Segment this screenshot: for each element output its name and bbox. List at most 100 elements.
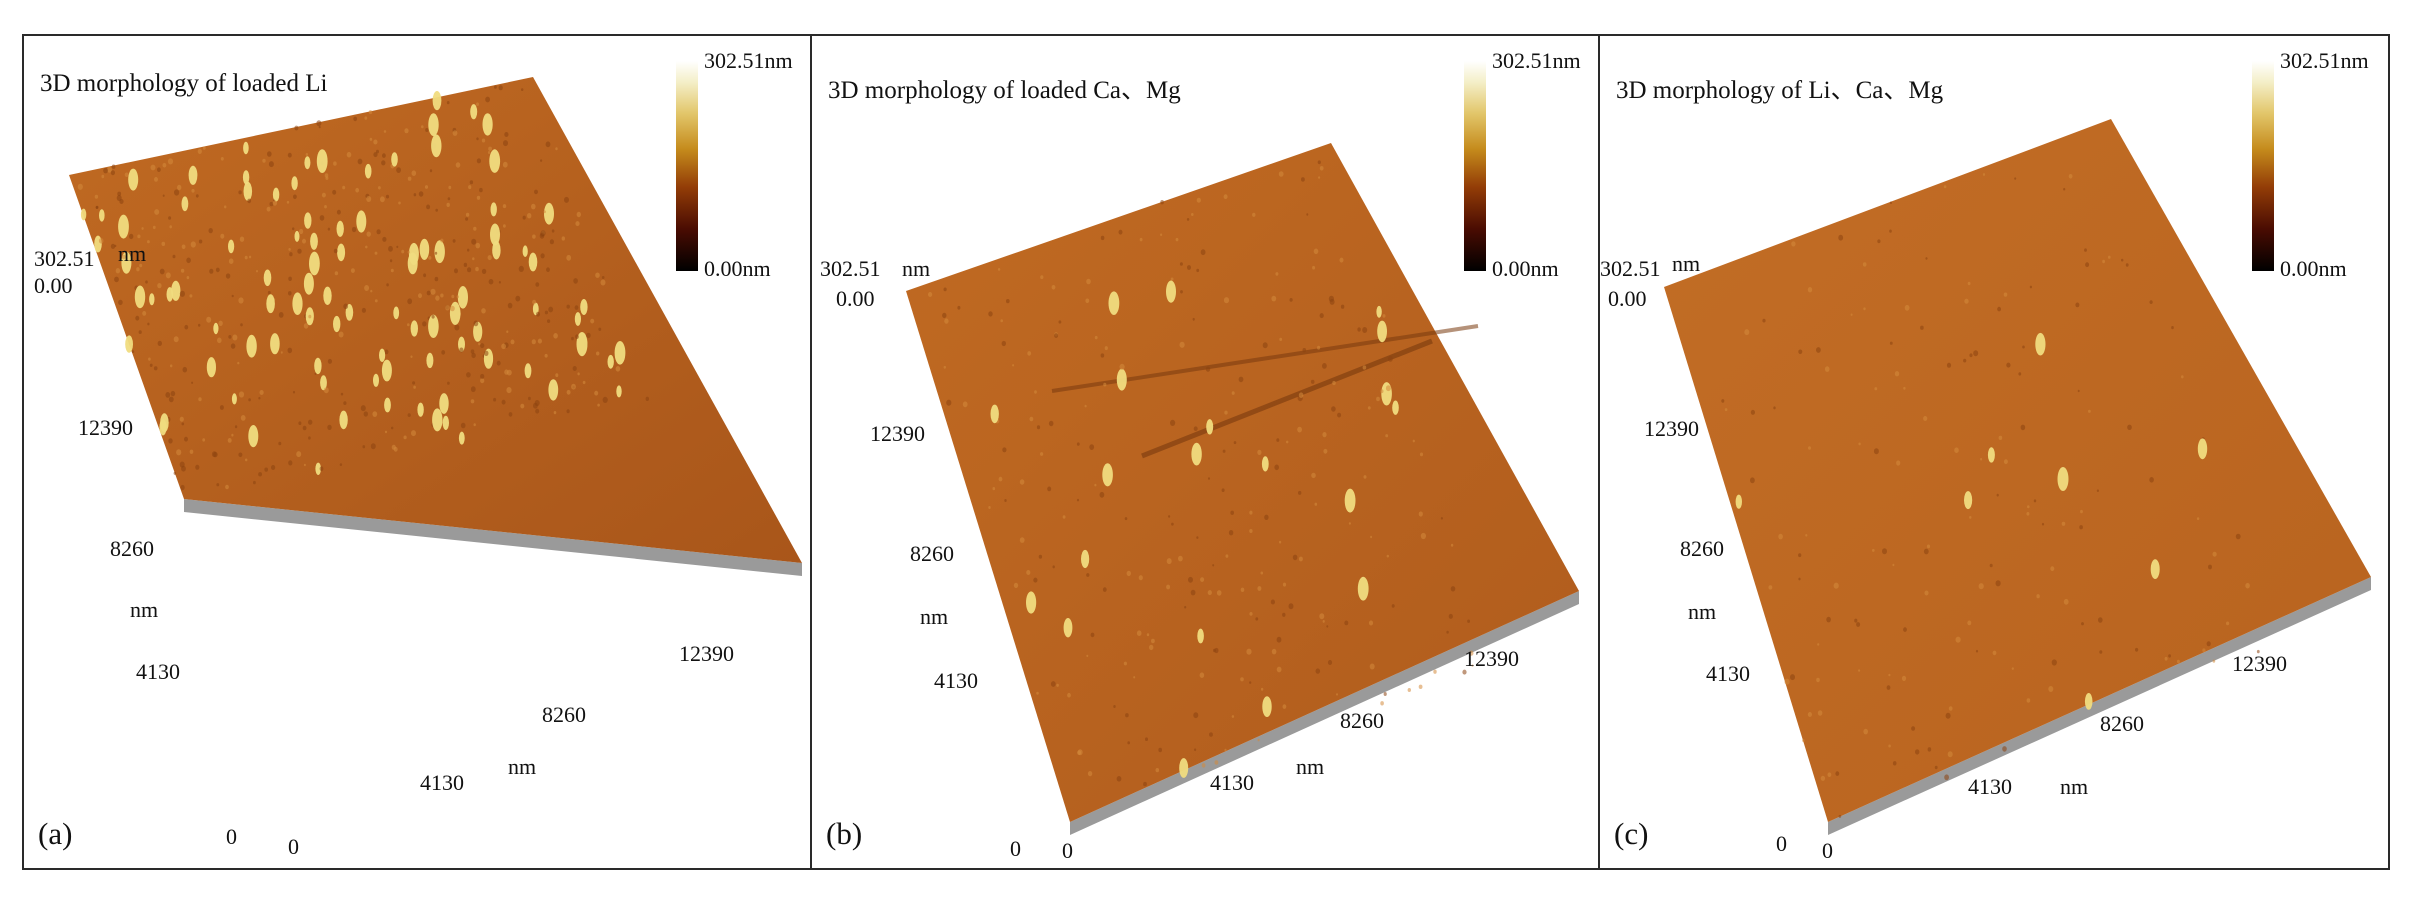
surface-grain <box>1275 272 1279 276</box>
surface-grain <box>455 162 461 168</box>
surface-grain <box>1750 409 1755 415</box>
surface-grain <box>2149 300 2153 304</box>
surface-grain <box>1322 363 1327 369</box>
surface-grain <box>418 293 422 299</box>
surface-grain <box>597 403 600 407</box>
surface-grain <box>1376 396 1380 402</box>
surface-grain <box>451 294 455 299</box>
surface-grain <box>1824 366 1830 372</box>
surface-grain <box>1448 613 1453 619</box>
surface-grain <box>321 192 326 198</box>
surface-grain <box>1419 452 1424 457</box>
surface-grain <box>1344 620 1349 626</box>
surface-grain <box>2235 533 2241 540</box>
surface-grain <box>324 205 327 209</box>
surface-grain <box>1194 748 1197 751</box>
surface-peak <box>315 462 322 475</box>
surface-peak <box>458 336 465 352</box>
surface-grain <box>2027 505 2030 509</box>
surface-peak <box>304 156 311 170</box>
surface-grain <box>431 314 435 319</box>
surface-grain <box>1318 176 1321 179</box>
surface-grain <box>287 347 293 354</box>
surface-grain <box>1116 776 1122 782</box>
surface-grain <box>240 323 243 327</box>
surface-grain <box>1768 585 1773 590</box>
surface-grain <box>1027 351 1032 356</box>
surface-grain <box>1076 498 1080 502</box>
surface-grain <box>1200 577 1205 582</box>
surface-grain <box>1047 486 1052 492</box>
surface-grain <box>1418 684 1423 689</box>
surface-grain <box>1440 517 1443 520</box>
surface-grain <box>293 194 297 200</box>
surface-scratch <box>1141 338 1433 459</box>
surface-peak <box>1377 320 1387 343</box>
surface-grain <box>209 268 214 274</box>
surface-grain <box>534 400 540 406</box>
surface-grain <box>342 185 346 190</box>
y-tick-label: 8260 <box>1680 536 1724 561</box>
surface-grain <box>1125 713 1129 718</box>
surface-grain <box>1934 765 1938 770</box>
surface-grain <box>1306 213 1309 216</box>
surface-grain <box>1160 233 1163 236</box>
surface-grain <box>336 209 341 215</box>
surface-grain <box>1175 237 1179 242</box>
surface-peak <box>2035 332 2046 356</box>
surface-grain <box>168 216 172 220</box>
surface-grain <box>1315 668 1321 674</box>
surface-peak <box>159 419 167 436</box>
surface-grain <box>1807 712 1812 717</box>
surface-grain <box>480 343 485 349</box>
surface-grain <box>466 372 471 378</box>
surface-grain <box>197 148 202 154</box>
surface-grain <box>116 195 122 201</box>
surface-grain <box>206 316 212 323</box>
surface-peak <box>80 208 87 221</box>
colorbar-max-label: 302.51nm <box>704 48 793 73</box>
surface-grain <box>228 258 234 264</box>
surface-grain <box>1298 556 1303 562</box>
surface-peak <box>492 240 501 260</box>
surface-grain <box>1246 648 1252 655</box>
surface-grain <box>1863 307 1866 311</box>
surface-grain <box>470 349 475 354</box>
surface-grain <box>615 366 621 372</box>
surface-grain <box>2077 389 2080 393</box>
surface-grain <box>1212 564 1215 567</box>
surface-grain <box>1833 582 1839 589</box>
surface-grain <box>224 205 227 209</box>
surface-grain <box>244 255 248 260</box>
surface-grain <box>452 239 456 243</box>
surface-grain <box>280 351 283 354</box>
surface-grain <box>2127 424 2132 430</box>
surface-grain <box>215 267 220 273</box>
surface-grain <box>1067 692 1071 698</box>
surface-grain <box>338 331 344 338</box>
surface-grain <box>333 161 337 166</box>
surface-grain <box>1276 438 1280 442</box>
surface-grain <box>475 242 481 249</box>
panel-tag: (c) <box>1614 816 1649 851</box>
surface-grain <box>407 176 412 181</box>
surface-grain <box>943 287 947 292</box>
surface-grain <box>1288 603 1294 610</box>
surface-grain <box>441 350 446 355</box>
surface-grain <box>467 248 470 252</box>
colorbar-min-label: 0.00nm <box>704 256 771 281</box>
surface-peak <box>1108 291 1120 315</box>
x-tick-label: 12390 <box>679 641 734 666</box>
surface-grain <box>177 184 182 191</box>
afm-surface-plane <box>1664 119 2371 822</box>
base-slab-front <box>1828 577 2371 835</box>
surface-grain <box>157 283 162 289</box>
surface-grain <box>1102 587 1107 592</box>
surface-grain <box>237 361 240 365</box>
surface-grain <box>332 189 337 195</box>
surface-grain <box>1139 237 1143 242</box>
surface-grain <box>2003 459 2008 465</box>
surface-grain <box>1143 781 1147 787</box>
surface-grain <box>1145 737 1148 741</box>
surface-grain <box>1367 406 1371 410</box>
